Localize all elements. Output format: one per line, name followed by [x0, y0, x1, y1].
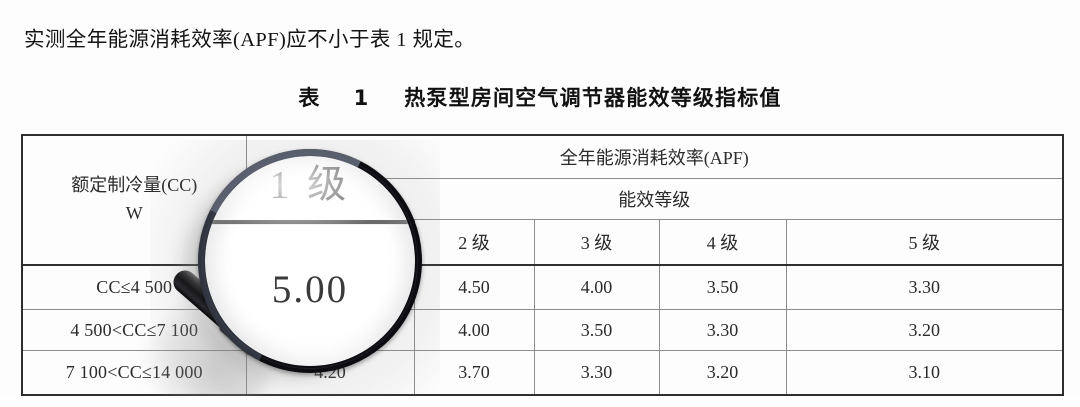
caption-title: 热泵型房间空气调节器能效等级指标值 [404, 86, 782, 110]
table-row: 7 100<CC≤14 000 4.20 3.70 3.30 3.20 3.10 [21, 350, 1065, 396]
page-bottom-edge [0, 396, 1080, 407]
row-2-value-4: 3.30 [658, 309, 787, 351]
corner-header-label: 额定制冷量(CC) [71, 175, 198, 196]
row-2-value-5: 3.20 [785, 309, 1065, 351]
efficiency-grade-table: 额定制冷量(CC) W 全年能源消耗效率(APF) 能效等级 1 级 2 级 3… [21, 134, 1065, 396]
corner-header-unit: W [125, 203, 143, 223]
caption-number: 1 [353, 86, 372, 110]
grade-column-4: 4 级 [658, 219, 787, 266]
row-3-value-4: 3.20 [658, 350, 787, 396]
apf-group-header: 全年能源消耗效率(APF) [245, 134, 1065, 179]
row-1-value-1: 5.00 [245, 264, 415, 310]
row-2-value-1: 4.50 [245, 309, 415, 351]
spec-table-wrapper: 额定制冷量(CC) W 全年能源消耗效率(APF) 能效等级 1 级 2 级 3… [21, 134, 1065, 396]
table-row: CC≤4 500 5.00 4.50 4.00 3.50 3.30 [21, 264, 1065, 310]
row-1-value-5: 3.30 [785, 264, 1065, 310]
row-2-value-3: 3.50 [533, 309, 660, 351]
row-3-value-5: 3.10 [785, 350, 1065, 396]
row-1-range: CC≤4 500 [21, 264, 247, 310]
grade-column-3: 3 级 [533, 219, 660, 266]
intro-paragraph: 实测全年能源消耗效率(APF)应不小于表 1 规定。 [24, 29, 476, 51]
row-3-value-2: 3.70 [413, 350, 535, 396]
table-caption: 表 1 热泵型房间空气调节器能效等级指标值 [0, 82, 1080, 112]
row-3-value-3: 3.30 [533, 350, 660, 396]
row-1-value-3: 4.00 [533, 264, 660, 310]
row-2-range: 4 500<CC≤7 100 [21, 309, 247, 351]
table-row: 4 500<CC≤7 100 4.50 4.00 3.50 3.30 3.20 [21, 309, 1065, 351]
row-1-value-4: 3.50 [658, 264, 787, 310]
row-3-value-1: 4.20 [245, 350, 415, 396]
row-2-value-2: 4.00 [413, 309, 535, 351]
row-1-value-2: 4.50 [413, 264, 535, 310]
grade-column-2: 2 级 [413, 219, 535, 266]
grade-column-5: 5 级 [785, 219, 1065, 266]
table-header-row-group: 额定制冷量(CC) W 全年能源消耗效率(APF) [21, 134, 1065, 266]
efficiency-grade-subheader: 能效等级 [245, 178, 1065, 220]
grade-column-1: 1 级 [245, 219, 415, 266]
corner-header-cell: 额定制冷量(CC) W [21, 134, 247, 266]
caption-prefix: 表 [298, 86, 321, 110]
row-3-range: 7 100<CC≤14 000 [21, 350, 247, 396]
